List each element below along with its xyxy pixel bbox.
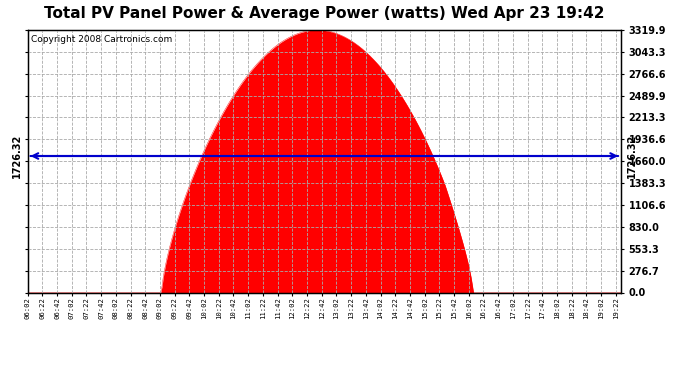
Text: Total PV Panel Power & Average Power (watts) Wed Apr 23 19:42: Total PV Panel Power & Average Power (wa… [44,6,604,21]
Text: Copyright 2008 Cartronics.com: Copyright 2008 Cartronics.com [30,35,172,44]
Text: 1726.32: 1726.32 [12,134,21,178]
Text: 1726.32: 1726.32 [627,134,637,178]
